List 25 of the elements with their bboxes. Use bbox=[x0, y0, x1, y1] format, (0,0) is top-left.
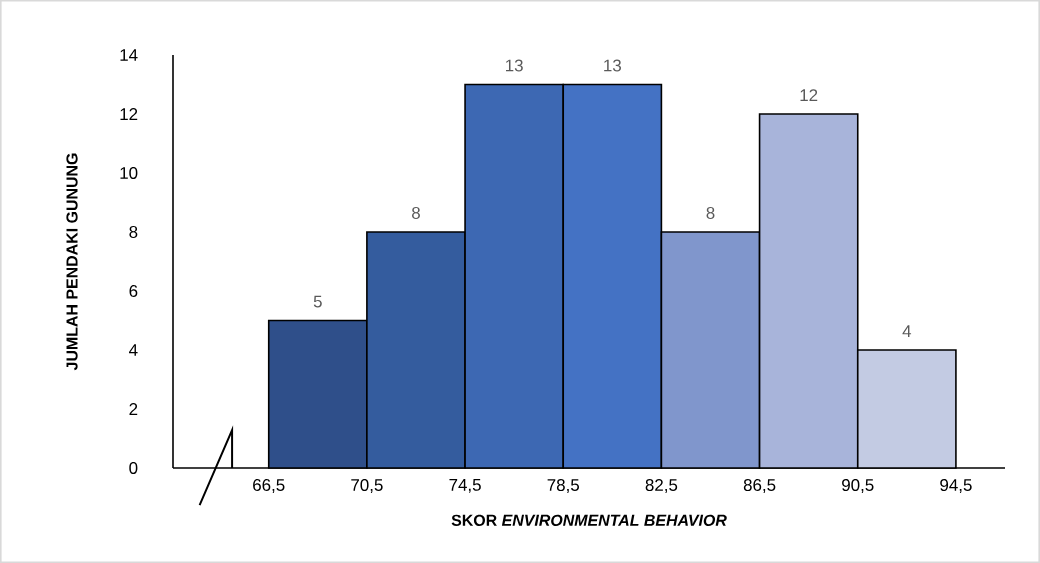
y-tick-label: 8 bbox=[129, 226, 138, 238]
data-label: 13 bbox=[604, 59, 621, 72]
data-label: 5 bbox=[313, 295, 322, 308]
y-tick-label: 2 bbox=[129, 403, 138, 415]
data-label: 8 bbox=[412, 207, 420, 219]
y-tick-label: 4 bbox=[129, 344, 138, 356]
x-axis-title: SKOR ENVIRONMENTAL BEHAVIOR bbox=[451, 514, 727, 526]
x-tick-label: 78,5 bbox=[547, 479, 580, 494]
x-tick-label: 74,5 bbox=[449, 479, 481, 493]
y-tick-label: 10 bbox=[120, 167, 138, 179]
y-tick-label: 14 bbox=[120, 49, 138, 61]
x-tick-label: 90,5 bbox=[842, 479, 874, 494]
x-tick-label: 82,5 bbox=[645, 479, 678, 494]
data-label: 4 bbox=[902, 325, 912, 337]
data-label: 13 bbox=[506, 59, 523, 72]
y-tick-label: 12 bbox=[120, 108, 138, 120]
data-label: 8 bbox=[706, 207, 715, 219]
x-tick-label: 86,5 bbox=[743, 479, 776, 494]
y-tick-label: 6 bbox=[129, 285, 138, 297]
y-tick-label: 0 bbox=[129, 462, 138, 474]
y-axis-title: JUMLAH PENDAKI GUNUNG bbox=[66, 153, 78, 371]
x-tick-label: 94,5 bbox=[940, 479, 972, 494]
x-tick-label: 66,5 bbox=[253, 479, 285, 494]
x-tick-label: 70,5 bbox=[351, 479, 383, 494]
data-label: 12 bbox=[800, 89, 818, 101]
